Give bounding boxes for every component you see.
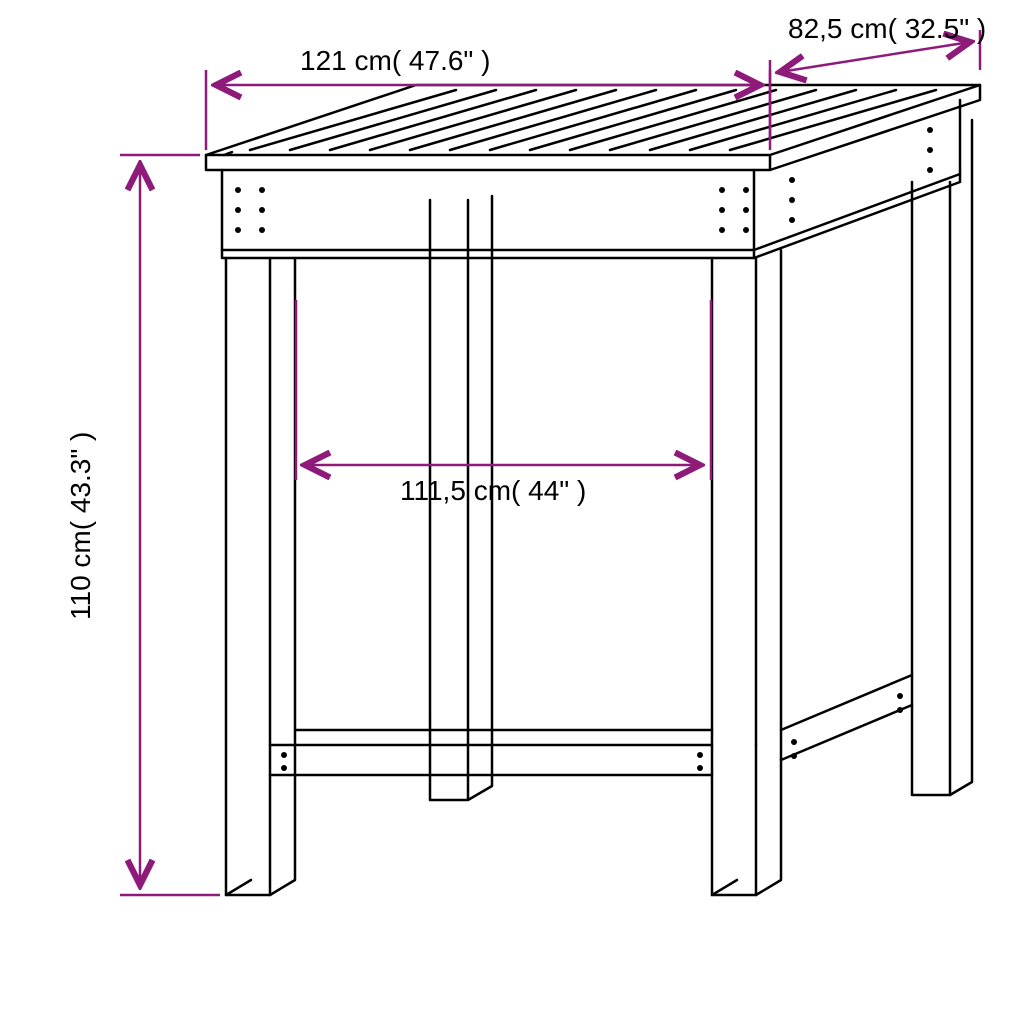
dimension-diagram: 121 cm( 47.6" ) 82,5 cm( 32.5" ) 111,5 c…	[0, 0, 1024, 1024]
label-depth: 82,5 cm( 32.5" )	[788, 13, 986, 44]
table-outline	[206, 85, 980, 895]
label-inner: 111,5 cm( 44" )	[400, 475, 586, 506]
label-width: 121 cm( 47.6" )	[300, 45, 490, 76]
dimension-inner-width	[296, 300, 711, 480]
label-height: 110 cm( 43.3" )	[65, 432, 96, 620]
dimension-height	[120, 155, 220, 895]
